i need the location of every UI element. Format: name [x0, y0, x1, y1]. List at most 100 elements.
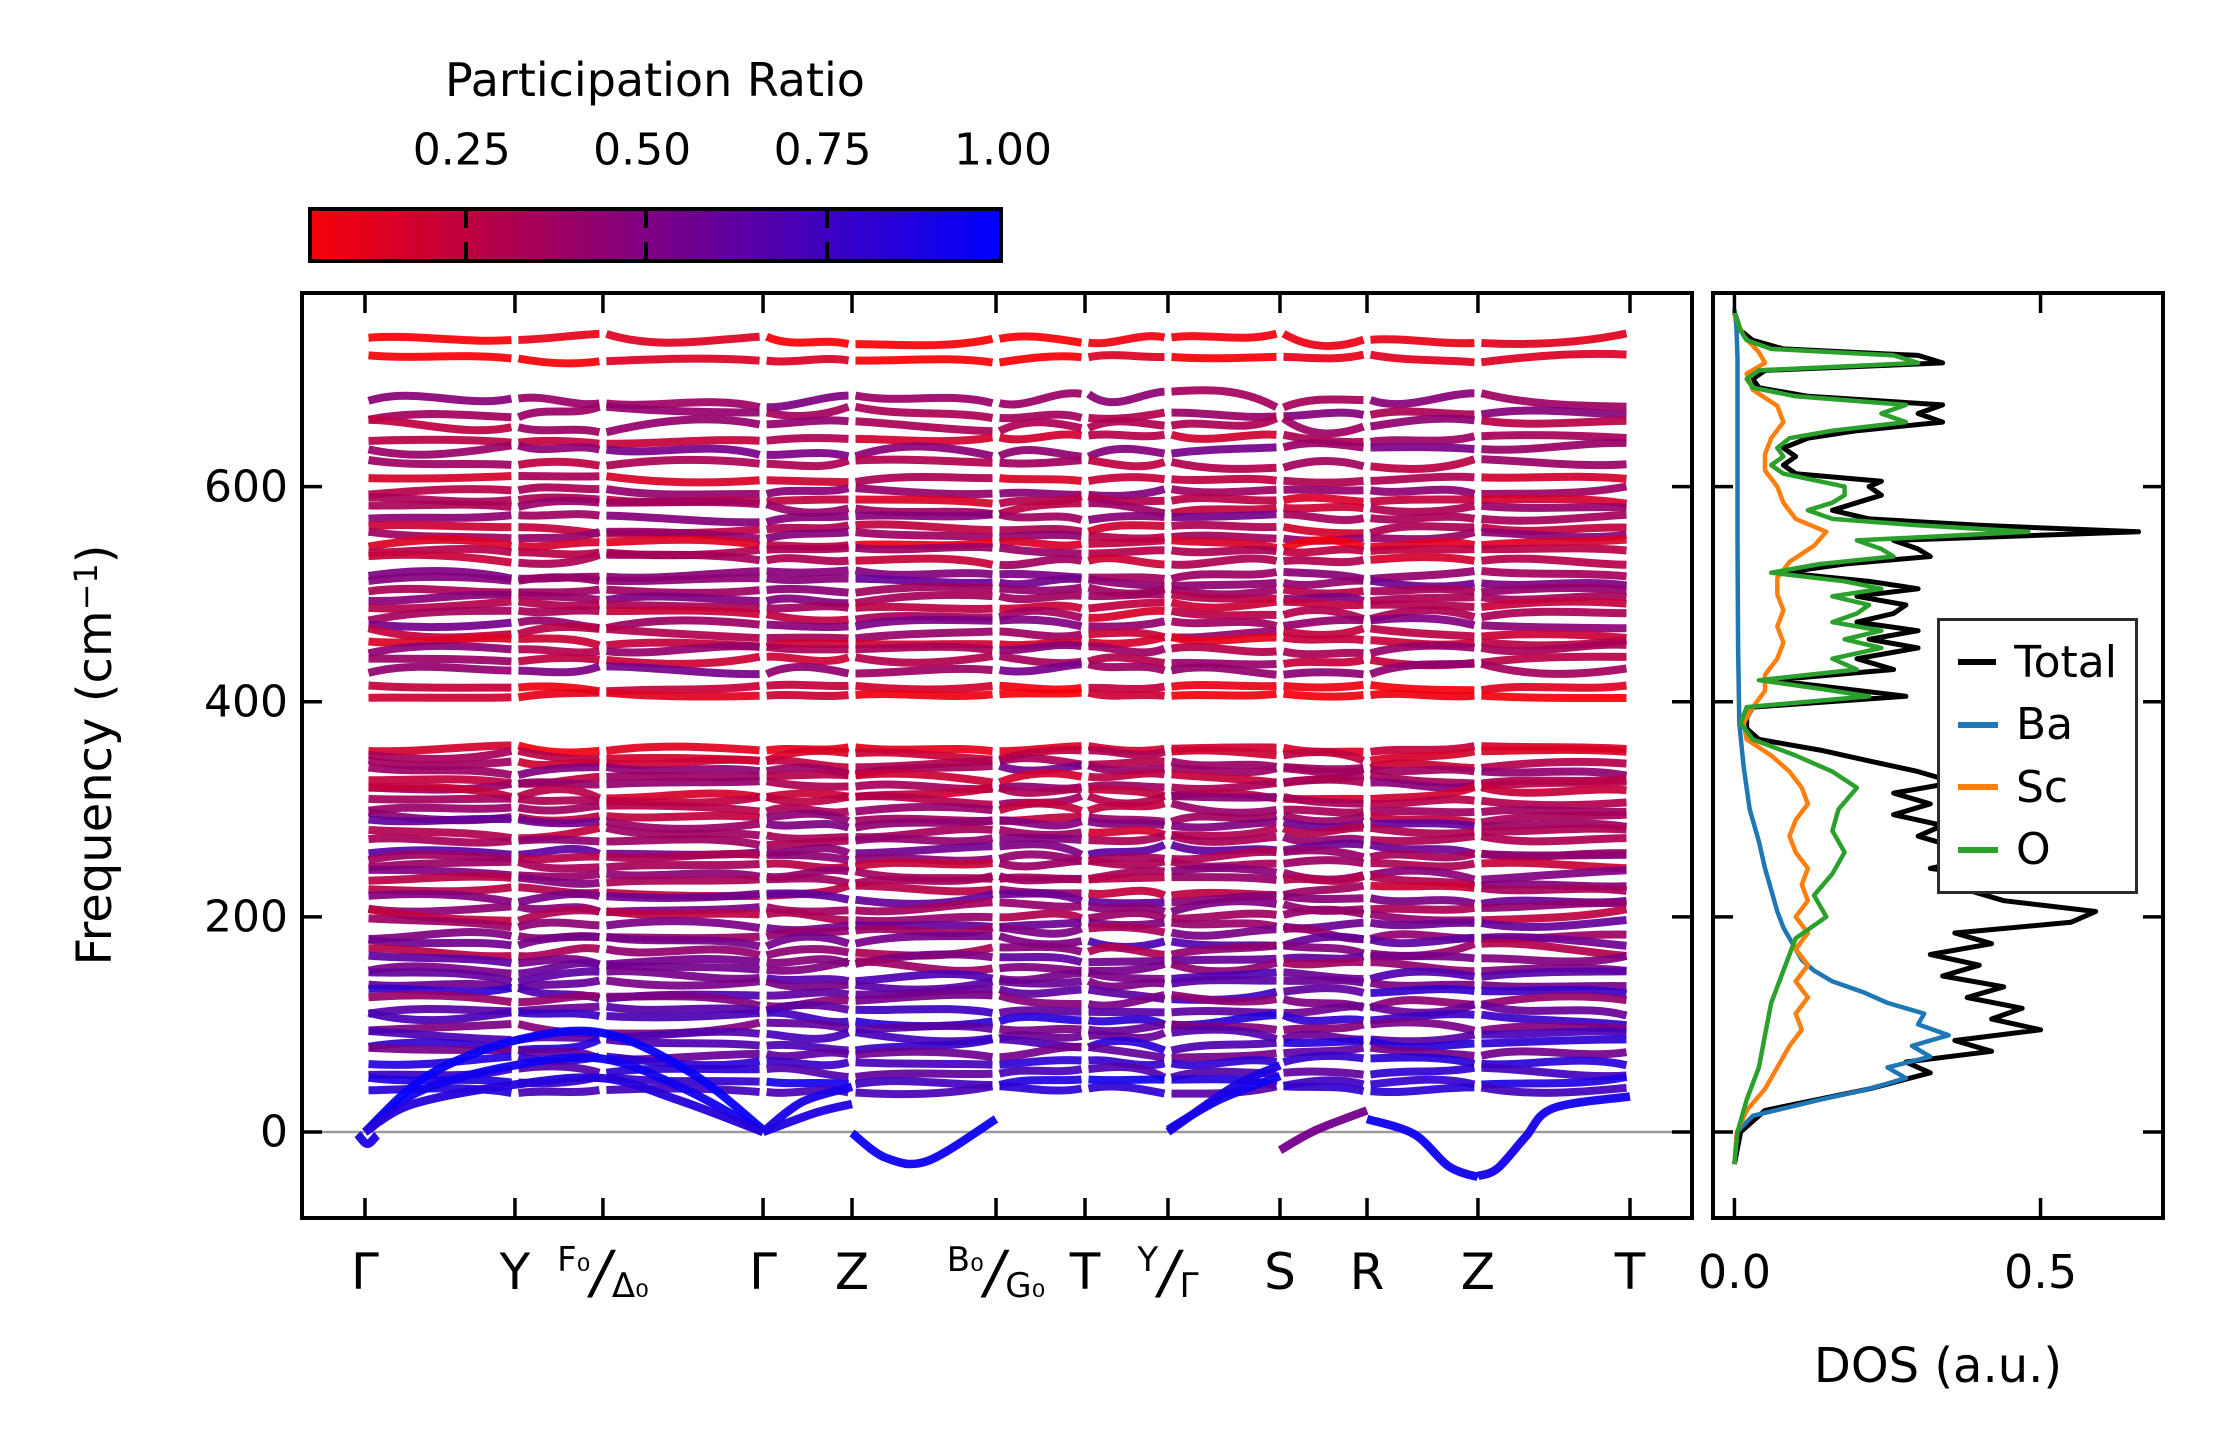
- band-segment: [1480, 967, 1627, 981]
- colorbar-tickmark: [463, 242, 468, 259]
- band-segment: [1281, 1011, 1365, 1025]
- ktick-slash: /: [591, 1238, 611, 1306]
- band-segment: [1480, 510, 1627, 525]
- band-segment: [1369, 659, 1475, 679]
- band-segment: [1481, 933, 1627, 950]
- band-segment: [1481, 535, 1627, 550]
- band-segment: [1087, 660, 1166, 675]
- band-segment: [1087, 1020, 1166, 1036]
- band-segment: [766, 574, 849, 585]
- band-segment: [1170, 918, 1278, 931]
- band-segment: [368, 415, 513, 435]
- band-segment: [605, 616, 760, 632]
- band-segment: [998, 430, 1083, 444]
- band-segment: [1087, 473, 1166, 485]
- band-segment: [1481, 819, 1628, 831]
- band-segment: [1170, 414, 1279, 430]
- band-segment: [518, 662, 601, 677]
- band-segment: [765, 610, 849, 625]
- band-segment: [517, 606, 600, 617]
- band-segment: [766, 476, 849, 487]
- band-segment: [998, 1006, 1082, 1017]
- band-segment: [999, 688, 1082, 699]
- band-segment: [516, 402, 601, 421]
- acoustic-band: [1277, 1106, 1369, 1154]
- ktick-bottom: Δ₀: [611, 1266, 649, 1306]
- band-segment: [854, 1077, 993, 1090]
- band-segment: [1088, 1075, 1165, 1085]
- band-segment: [605, 817, 761, 834]
- band-segment: [998, 389, 1083, 409]
- band-segment: [854, 816, 994, 832]
- band-segment: [1480, 681, 1628, 695]
- band-segment: [999, 530, 1082, 542]
- colorbar-tickmark: [824, 242, 829, 259]
- band-panel-frame: [300, 291, 1694, 1220]
- band-segment: [1088, 590, 1165, 601]
- band-segment: [1369, 967, 1476, 983]
- acoustic-band: [1165, 1061, 1282, 1136]
- band-segment: [1480, 796, 1627, 810]
- band-segment: [1282, 833, 1365, 846]
- band-segment: [1480, 659, 1628, 678]
- band-segment: [368, 597, 512, 613]
- ktick-11: T: [1614, 1243, 1646, 1301]
- band-segment: [1481, 866, 1627, 884]
- band-segment: [766, 836, 849, 850]
- colorbar-tick-1.00: 1.00: [954, 124, 1052, 176]
- ytick-0: 0: [260, 1106, 288, 1158]
- band-segment: [766, 642, 849, 654]
- ktick-7: Y / Γ: [1137, 1238, 1198, 1306]
- band-segment: [999, 898, 1082, 911]
- band-segment: [518, 873, 600, 888]
- band-segment: [855, 495, 993, 508]
- band-segment: [854, 473, 993, 487]
- band-segment: [999, 681, 1083, 694]
- band-segment: [368, 435, 512, 447]
- band-segment: [998, 660, 1082, 676]
- band-segment: [367, 391, 513, 406]
- band-segment: [368, 951, 513, 968]
- band-segment: [517, 423, 601, 437]
- band-segment: [855, 792, 993, 809]
- band-segment: [1282, 775, 1365, 787]
- band-segment: [1087, 902, 1166, 916]
- band-segment: [517, 1062, 601, 1077]
- band-segment: [1369, 680, 1475, 695]
- band-segment: [765, 926, 850, 941]
- ktick-top: Y: [1137, 1240, 1159, 1280]
- band-segment: [1370, 455, 1476, 473]
- band-segment: [1087, 817, 1166, 830]
- legend-entry-total: Total: [1958, 637, 2117, 688]
- band-segment: [855, 602, 993, 614]
- band-segment: [765, 554, 849, 566]
- band-segment: [606, 606, 761, 619]
- band-segment: [1088, 682, 1166, 693]
- band-segment: [998, 799, 1083, 815]
- band-segment: [1171, 474, 1278, 485]
- band-segment: [1369, 522, 1475, 538]
- band-segment: [854, 1069, 993, 1081]
- band-segment: [368, 968, 513, 986]
- band-segment: [517, 890, 601, 906]
- ktick-6: T: [1069, 1243, 1101, 1301]
- band-segment: [1480, 757, 1627, 772]
- band-segment: [766, 850, 850, 865]
- band-segment: [1282, 439, 1364, 452]
- band-segment: [1481, 567, 1627, 581]
- band-segment: [854, 391, 994, 407]
- band-segment: [1283, 408, 1365, 421]
- band-segment: [1088, 606, 1165, 622]
- band-segment: [1370, 1030, 1476, 1046]
- band-segment: [517, 763, 600, 779]
- band-segment: [605, 444, 761, 459]
- band-segment: [1170, 545, 1278, 557]
- band-segment: [1087, 856, 1166, 869]
- band-segment: [517, 622, 600, 638]
- band-segment: [1086, 977, 1166, 991]
- legend-label: Sc: [2016, 761, 2069, 813]
- band-segment: [1171, 520, 1277, 532]
- band-segment: [766, 1018, 850, 1034]
- band-segment: [1281, 330, 1365, 351]
- band-segment: [1282, 855, 1365, 868]
